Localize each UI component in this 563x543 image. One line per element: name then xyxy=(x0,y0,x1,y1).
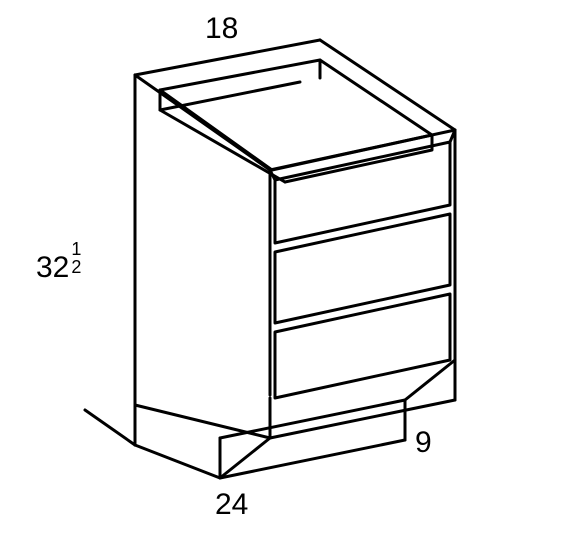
cabinet-diagram: 18 3212 24 9 xyxy=(0,0,563,543)
dimension-height-left: 3212 xyxy=(36,240,81,283)
dimension-toe-kick: 9 xyxy=(415,428,432,458)
dimension-depth-value: 24 xyxy=(215,488,248,521)
dimension-height-fraction: 12 xyxy=(71,240,81,276)
dimension-toe-kick-value: 9 xyxy=(415,426,432,459)
dimension-width-top-value: 18 xyxy=(205,12,238,45)
dimension-height-whole: 32 xyxy=(36,251,69,284)
dimension-height-numerator: 1 xyxy=(71,240,81,258)
cabinet-svg xyxy=(0,0,563,543)
dimension-height-denominator: 2 xyxy=(71,258,81,276)
dimension-width-top: 18 xyxy=(205,14,238,44)
dimension-depth-bottom: 24 xyxy=(215,490,248,520)
